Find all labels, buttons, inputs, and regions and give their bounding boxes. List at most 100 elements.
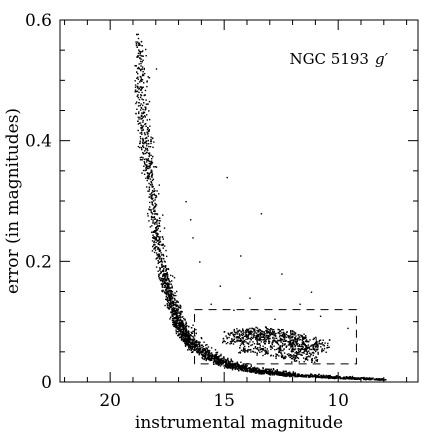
data-point [258, 369, 260, 371]
data-point [148, 77, 151, 79]
data-point [148, 129, 150, 131]
data-point [146, 145, 148, 147]
data-point [193, 346, 195, 348]
data-point [282, 357, 285, 359]
data-point [138, 102, 140, 104]
data-point [184, 337, 186, 340]
data-point [332, 376, 334, 378]
data-point [159, 272, 161, 275]
data-point [143, 111, 146, 114]
data-point [147, 165, 150, 168]
data-point [311, 344, 314, 346]
data-point [311, 357, 313, 360]
data-point [161, 290, 163, 292]
data-point [280, 353, 283, 355]
data-point [270, 333, 273, 335]
data-point [195, 328, 197, 331]
data-point [276, 341, 278, 343]
data-point [269, 345, 272, 347]
data-point [182, 334, 184, 336]
data-point [227, 364, 229, 366]
data-point [142, 59, 144, 61]
data-point [264, 333, 266, 335]
data-point [173, 294, 175, 297]
data-point [178, 323, 180, 325]
data-point [333, 376, 336, 378]
data-point [298, 375, 300, 377]
data-point [140, 62, 142, 65]
data-point [300, 348, 303, 350]
data-point [302, 337, 304, 339]
data-point [181, 326, 184, 328]
data-point [277, 342, 279, 345]
data-point [178, 323, 180, 326]
data-point [253, 329, 255, 331]
data-point [164, 278, 166, 280]
data-point [210, 357, 213, 359]
data-point [275, 371, 277, 373]
data-point [150, 208, 152, 211]
data-point [271, 330, 274, 333]
data-point [150, 182, 153, 184]
data-point [287, 335, 290, 337]
data-point [219, 355, 221, 357]
data-point [165, 249, 167, 252]
data-point [162, 243, 164, 246]
data-point [140, 40, 143, 43]
data-point [186, 331, 189, 334]
data-point [176, 308, 178, 310]
data-point [252, 368, 254, 371]
data-point [329, 377, 331, 379]
data-point [140, 69, 142, 72]
data-point [232, 366, 234, 368]
data-point [167, 296, 170, 298]
data-point [196, 351, 198, 353]
data-point [285, 356, 287, 358]
data-point [161, 254, 163, 256]
data-point [223, 367, 226, 369]
data-point [266, 332, 268, 334]
data-point [166, 255, 168, 258]
data-point [214, 354, 216, 356]
data-point [239, 351, 241, 353]
data-point [154, 199, 156, 201]
data-point [148, 152, 151, 154]
data-point [155, 238, 157, 241]
data-point [163, 272, 165, 275]
data-point [184, 341, 186, 343]
data-point [299, 350, 302, 352]
data-point [149, 164, 152, 166]
data-point [137, 73, 139, 75]
data-point [175, 316, 177, 318]
data-point [137, 66, 140, 69]
data-point [293, 373, 295, 376]
data-point [164, 279, 167, 281]
data-point [356, 377, 359, 379]
data-point [266, 372, 268, 375]
data-point [179, 304, 181, 306]
data-point [297, 345, 300, 347]
data-point [263, 331, 265, 333]
data-point [167, 284, 169, 287]
data-point [277, 372, 279, 374]
data-point [195, 347, 197, 350]
data-point [242, 338, 244, 340]
data-point [274, 334, 277, 336]
data-point [145, 169, 147, 171]
data-point [242, 336, 244, 339]
data-point [229, 365, 232, 367]
data-point [272, 340, 274, 342]
data-point [171, 312, 173, 314]
data-point [300, 345, 302, 348]
data-point [242, 330, 244, 332]
data-point [245, 336, 248, 338]
data-point [187, 335, 189, 337]
data-point [167, 291, 169, 293]
data-point [266, 331, 268, 333]
data-point [158, 217, 161, 219]
data-point [158, 241, 160, 244]
data-point [151, 250, 154, 252]
data-point [292, 371, 295, 373]
data-point [251, 334, 253, 336]
data-point [155, 166, 158, 168]
